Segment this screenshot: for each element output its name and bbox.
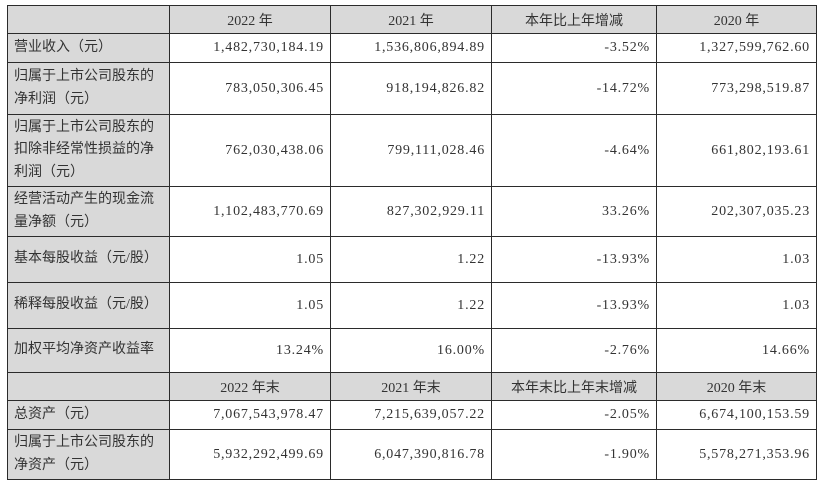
value-cell: 5,578,271,353.96 — [656, 429, 817, 480]
value-cell: 13.24% — [169, 328, 331, 374]
value-cell: 661,802,193.61 — [656, 113, 817, 188]
col-header-2020: 2020 年 — [656, 5, 817, 34]
value-cell: 16.00% — [330, 328, 492, 374]
col-header-2022: 2022 年 — [169, 5, 331, 34]
value-cell: 1,102,483,770.69 — [169, 186, 331, 238]
col-header-2022-end: 2022 年末 — [169, 372, 331, 402]
col-header-yoy-change: 本年比上年增减 — [491, 5, 657, 34]
row-label: 稀释每股收益（元/股） — [7, 282, 170, 330]
annual-header-row: 2022 年 2021 年 本年比上年增减 2020 年 — [7, 5, 817, 34]
value-cell: 1.22 — [330, 282, 492, 330]
value-cell: 1.03 — [656, 236, 817, 284]
value-cell: 1.03 — [656, 282, 817, 330]
value-cell: 799,111,028.46 — [330, 113, 492, 188]
value-cell: 7,215,639,057.22 — [330, 400, 492, 431]
col-header-2021: 2021 年 — [330, 5, 492, 34]
col-header-yoy-end-change: 本年末比上年末增减 — [491, 372, 657, 402]
table-row-operating-cash-flow: 经营活动产生的现金流量净额（元） 1,102,483,770.69 827,30… — [7, 186, 817, 238]
value-cell: 6,674,100,153.59 — [656, 400, 817, 431]
col-header-2021-end: 2021 年末 — [330, 372, 492, 402]
row-label: 总资产（元） — [7, 400, 170, 431]
value-cell: -2.05% — [491, 400, 657, 431]
row-label: 归属于上市公司股东的扣除非经常性损益的净利润（元） — [7, 113, 170, 188]
value-cell: -3.52% — [491, 33, 657, 63]
value-cell: 1,536,806,894.89 — [330, 33, 492, 63]
value-cell: 773,298,519.87 — [656, 62, 817, 115]
value-cell: 1,482,730,184.19 — [169, 33, 331, 63]
corner-cell — [7, 5, 170, 34]
value-cell: -1.90% — [491, 429, 657, 480]
row-label: 归属于上市公司股东的净资产（元） — [7, 429, 170, 480]
table-row-revenue: 营业收入（元） 1,482,730,184.19 1,536,806,894.8… — [7, 33, 817, 63]
value-cell: 1.05 — [169, 236, 331, 284]
value-cell: 6,047,390,816.78 — [330, 429, 492, 480]
table-row-net-profit-excl-nonrecurring: 归属于上市公司股东的扣除非经常性损益的净利润（元） 762,030,438.06… — [7, 113, 817, 188]
value-cell: 918,194,826.82 — [330, 62, 492, 115]
value-cell: -2.76% — [491, 328, 657, 374]
financial-summary-table: 2022 年 2021 年 本年比上年增减 2020 年 营业收入（元） 1,4… — [7, 5, 817, 480]
table-row-basic-eps: 基本每股收益（元/股） 1.05 1.22 -13.93% 1.03 — [7, 236, 817, 284]
value-cell: -13.93% — [491, 236, 657, 284]
value-cell: 33.26% — [491, 186, 657, 238]
table-row-net-assets: 归属于上市公司股东的净资产（元） 5,932,292,499.69 6,047,… — [7, 429, 817, 480]
value-cell: 5,932,292,499.69 — [169, 429, 331, 480]
value-cell: -13.93% — [491, 282, 657, 330]
value-cell: 1,327,599,762.60 — [656, 33, 817, 63]
row-label: 基本每股收益（元/股） — [7, 236, 170, 284]
corner-cell — [7, 372, 170, 402]
value-cell: 762,030,438.06 — [169, 113, 331, 188]
value-cell: -14.72% — [491, 62, 657, 115]
col-header-2020-end: 2020 年末 — [656, 372, 817, 402]
value-cell: 14.66% — [656, 328, 817, 374]
row-label: 加权平均净资产收益率 — [7, 328, 170, 374]
value-cell: 202,307,035.23 — [656, 186, 817, 238]
row-label: 营业收入（元） — [7, 33, 170, 63]
value-cell: 827,302,929.11 — [330, 186, 492, 238]
value-cell: 783,050,306.45 — [169, 62, 331, 115]
value-cell: 1.22 — [330, 236, 492, 284]
value-cell: 1.05 — [169, 282, 331, 330]
table-row-weighted-avg-roe: 加权平均净资产收益率 13.24% 16.00% -2.76% 14.66% — [7, 328, 817, 374]
value-cell: -4.64% — [491, 113, 657, 188]
row-label: 归属于上市公司股东的净利润（元） — [7, 62, 170, 115]
year-end-header-row: 2022 年末 2021 年末 本年末比上年末增减 2020 年末 — [7, 372, 817, 402]
value-cell: 7,067,543,978.47 — [169, 400, 331, 431]
row-label: 经营活动产生的现金流量净额（元） — [7, 186, 170, 238]
table-row-net-profit: 归属于上市公司股东的净利润（元） 783,050,306.45 918,194,… — [7, 62, 817, 115]
table-row-total-assets: 总资产（元） 7,067,543,978.47 7,215,639,057.22… — [7, 400, 817, 431]
table-row-diluted-eps: 稀释每股收益（元/股） 1.05 1.22 -13.93% 1.03 — [7, 282, 817, 330]
